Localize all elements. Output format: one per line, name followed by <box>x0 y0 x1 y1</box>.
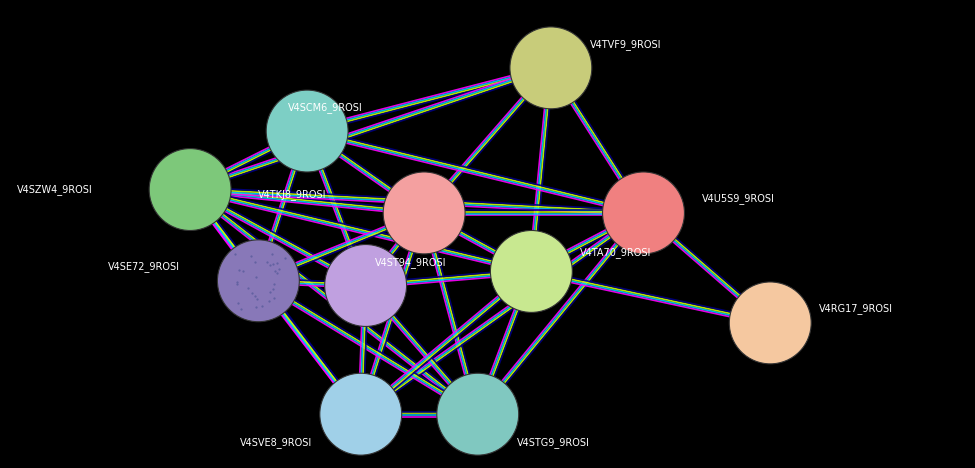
Ellipse shape <box>510 27 592 109</box>
Ellipse shape <box>603 172 684 254</box>
Text: V4U5S9_9ROSI: V4U5S9_9ROSI <box>702 193 775 205</box>
Text: V4RG17_9ROSI: V4RG17_9ROSI <box>819 303 893 314</box>
Text: V4ST94_9ROSI: V4ST94_9ROSI <box>375 256 447 268</box>
Text: V4SCM6_9ROSI: V4SCM6_9ROSI <box>288 102 363 113</box>
Text: V4SVE8_9ROSI: V4SVE8_9ROSI <box>240 437 312 448</box>
Ellipse shape <box>490 230 572 313</box>
Ellipse shape <box>729 282 811 364</box>
Text: V4TKJ8_9ROSI: V4TKJ8_9ROSI <box>258 189 327 200</box>
Text: V4SE72_9ROSI: V4SE72_9ROSI <box>108 261 180 272</box>
Text: V4TVF9_9ROSI: V4TVF9_9ROSI <box>590 39 661 50</box>
Ellipse shape <box>437 373 519 455</box>
Ellipse shape <box>149 149 231 230</box>
Ellipse shape <box>266 90 348 172</box>
Ellipse shape <box>383 172 465 254</box>
Text: V4STG9_9ROSI: V4STG9_9ROSI <box>517 437 590 448</box>
Ellipse shape <box>320 373 402 455</box>
Text: V4SZW4_9ROSI: V4SZW4_9ROSI <box>17 184 93 195</box>
Ellipse shape <box>325 244 407 327</box>
Ellipse shape <box>217 240 299 322</box>
Text: V4TA70_9ROSI: V4TA70_9ROSI <box>580 247 651 258</box>
